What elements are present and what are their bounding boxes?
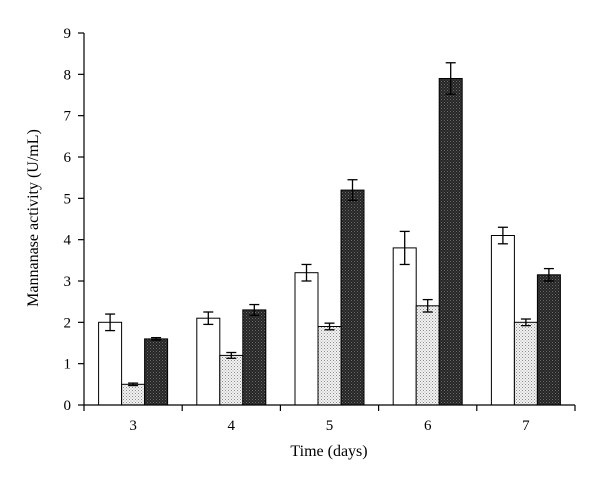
error-bar-day3-series2 [128, 382, 139, 387]
error-bar-day7-series2 [520, 318, 531, 327]
error-bar-day6-series3 [445, 62, 456, 95]
error-bar-day4-series3 [249, 303, 260, 316]
error-bar-day6-series1 [399, 230, 410, 266]
error-bar-day7-series1 [497, 226, 508, 245]
bar-day3-series2 [121, 383, 146, 406]
y-tick-label-8: 8 [64, 67, 72, 83]
error-bar-day3-series3 [151, 336, 162, 341]
error-bar-day4-series1 [203, 311, 214, 326]
error-bar-day3-series1 [105, 313, 116, 332]
y-tick-label-9: 9 [64, 26, 72, 42]
y-tick-label-2: 2 [64, 315, 72, 331]
error-bar-day6-series2 [422, 298, 433, 313]
bar-day7-series2 [513, 321, 538, 406]
bars-layer [98, 62, 561, 406]
error-bar-day5-series1 [301, 263, 312, 282]
bar-day4-series2 [219, 354, 244, 406]
error-bar-day5-series3 [347, 179, 358, 202]
bar-day5-series3 [340, 189, 365, 406]
x-tick-label-4: 4 [228, 418, 236, 434]
y-axis-title: Mannanase activity (U/mL) [25, 129, 42, 307]
axes-layer: 3 4 5 6 7 0 1 2 3 4 5 6 7 8 9 [64, 26, 576, 434]
bar-day4-series3 [242, 309, 267, 406]
bar-day5-series1 [294, 272, 319, 406]
x-tick-label-7: 7 [522, 418, 530, 434]
bar-day4-series1 [196, 317, 221, 406]
error-bar-day5-series2 [324, 322, 335, 331]
bar-day7-series1 [490, 235, 515, 406]
x-axis-title: Time (days) [290, 443, 367, 460]
error-bar-day4-series2 [226, 351, 237, 359]
y-tick-label-6: 6 [64, 150, 72, 166]
bar-day6-series2 [415, 305, 440, 406]
error-bar-day7-series3 [543, 267, 554, 282]
y-tick-label-1: 1 [64, 357, 72, 373]
x-tick-label-3: 3 [129, 418, 137, 434]
y-tick-label-7: 7 [64, 109, 72, 125]
y-tick-label-0: 0 [64, 398, 72, 414]
x-tick-label-5: 5 [326, 418, 334, 434]
bar-day5-series2 [317, 326, 342, 406]
y-tick-label-3: 3 [64, 274, 72, 290]
x-tick-label-6: 6 [424, 418, 432, 434]
bar-day6-series1 [392, 247, 417, 406]
y-tick-label-4: 4 [64, 233, 72, 249]
y-tick-label-5: 5 [64, 191, 72, 207]
bar-day6-series3 [438, 78, 463, 406]
bar-day3-series3 [144, 338, 169, 406]
bar-day3-series1 [98, 321, 123, 406]
bar-day7-series3 [536, 274, 561, 406]
